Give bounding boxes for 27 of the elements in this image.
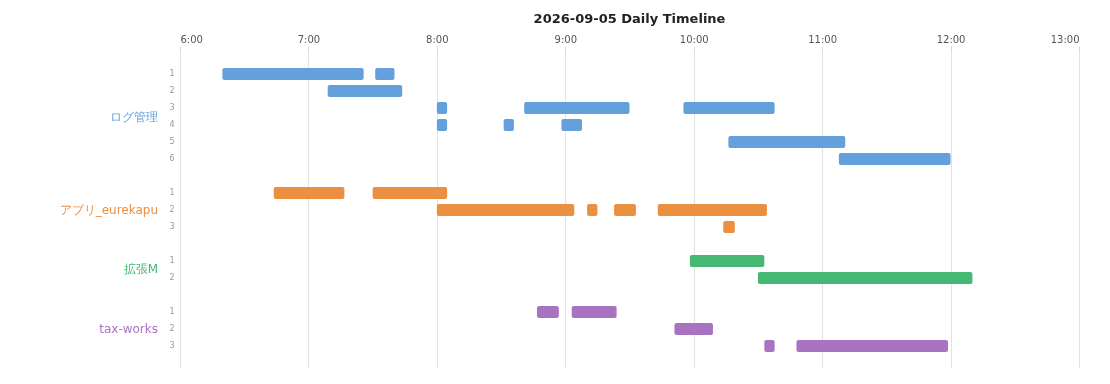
- x-tick-label: 7:00: [297, 33, 321, 45]
- y-tick-label: 1: [169, 188, 175, 198]
- y-tick-label: 3: [169, 103, 175, 113]
- x-tick-label: 10:00: [679, 33, 709, 45]
- x-tick-label: 9:00: [554, 33, 578, 45]
- y-tick-label: 3: [169, 221, 175, 231]
- text: アプリ_eurekapu: [59, 203, 158, 217]
- y-tick-label: 1: [169, 306, 175, 316]
- y-tick-label: 3: [169, 340, 175, 350]
- x-tick-label: 6:00: [180, 33, 203, 45]
- y-tick-label: 5: [169, 137, 175, 147]
- y-tick-label: 2: [169, 86, 175, 96]
- y-tick-label: 2: [169, 272, 175, 282]
- y-tick-label: 1: [169, 69, 175, 79]
- y-tick-label: 2: [169, 323, 175, 333]
- x-tick-label: 8:00: [426, 33, 449, 45]
- chart-title: 2026-09-05 Daily Timeline: [533, 11, 726, 26]
- text: 拡張M: [123, 262, 158, 277]
- x-tick-label: 13:00: [1050, 33, 1080, 45]
- y-tick-label: 1: [169, 255, 175, 265]
- x-tick-label: 11:00: [808, 33, 838, 45]
- y-tick-label: 6: [169, 154, 175, 164]
- text: tax-works: [99, 321, 158, 336]
- y-tick-label: 4: [169, 120, 175, 130]
- text: ログ管理: [110, 109, 158, 124]
- x-tick-label: 12:00: [936, 33, 966, 45]
- y-tick-label: 2: [169, 205, 175, 214]
